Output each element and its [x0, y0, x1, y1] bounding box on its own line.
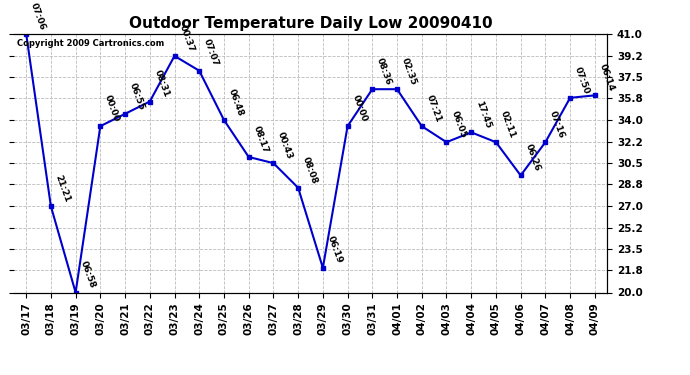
Text: 00:00: 00:00 [103, 94, 121, 123]
Text: 06:19: 06:19 [326, 235, 344, 265]
Text: 07:21: 07:21 [424, 93, 443, 123]
Text: 17:45: 17:45 [474, 99, 493, 129]
Text: 00:43: 00:43 [276, 130, 295, 160]
Text: 07:06: 07:06 [29, 1, 47, 31]
Text: 08:08: 08:08 [301, 155, 319, 185]
Text: 08:17: 08:17 [251, 124, 270, 154]
Text: 08:36: 08:36 [375, 57, 393, 86]
Title: Outdoor Temperature Daily Low 20090410: Outdoor Temperature Daily Low 20090410 [129, 16, 492, 31]
Text: 00:00: 00:00 [351, 94, 368, 123]
Text: 21:21: 21:21 [54, 174, 72, 204]
Text: 07:50: 07:50 [573, 65, 591, 95]
Text: 06:55: 06:55 [128, 81, 146, 111]
Text: 08:31: 08:31 [152, 69, 170, 99]
Text: 06:58: 06:58 [79, 260, 97, 290]
Text: 06:48: 06:48 [227, 87, 245, 117]
Text: 02:11: 02:11 [499, 110, 517, 140]
Text: 07:07: 07:07 [202, 38, 220, 68]
Text: 07:16: 07:16 [548, 110, 566, 140]
Text: 06:05: 06:05 [449, 110, 467, 140]
Text: 02:35: 02:35 [400, 57, 418, 86]
Text: 06:14: 06:14 [598, 63, 616, 93]
Text: 06:26: 06:26 [524, 143, 542, 172]
Text: Copyright 2009 Cartronics.com: Copyright 2009 Cartronics.com [17, 39, 164, 48]
Text: 00:37: 00:37 [177, 23, 195, 53]
